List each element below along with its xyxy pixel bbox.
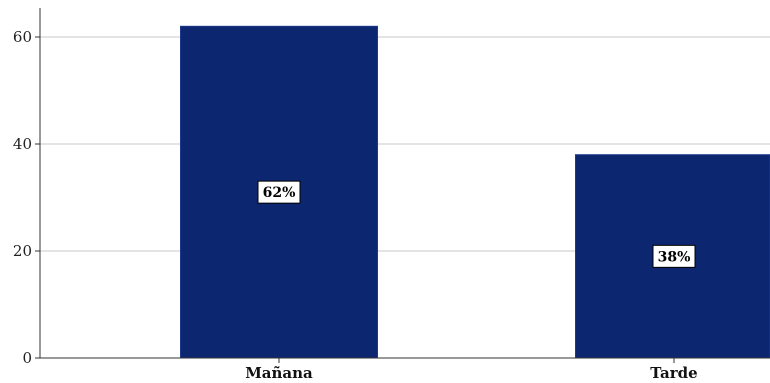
labels: 0 20 40 60 Mañana 62% Tarde 38% — [13, 28, 698, 382]
y-tick-label: 20 — [13, 242, 32, 260]
y-tick-label: 0 — [22, 349, 32, 367]
x-tick-label: Mañana — [245, 364, 313, 382]
axes — [35, 8, 770, 363]
y-tick-label: 60 — [13, 28, 32, 46]
data-label-box — [257, 180, 301, 204]
data-label-box — [652, 244, 696, 268]
x-tick-label: Tarde — [650, 364, 697, 382]
data-label: 38% — [658, 249, 691, 265]
y-tick-label: 40 — [13, 135, 32, 153]
data-label: 62% — [263, 185, 296, 201]
